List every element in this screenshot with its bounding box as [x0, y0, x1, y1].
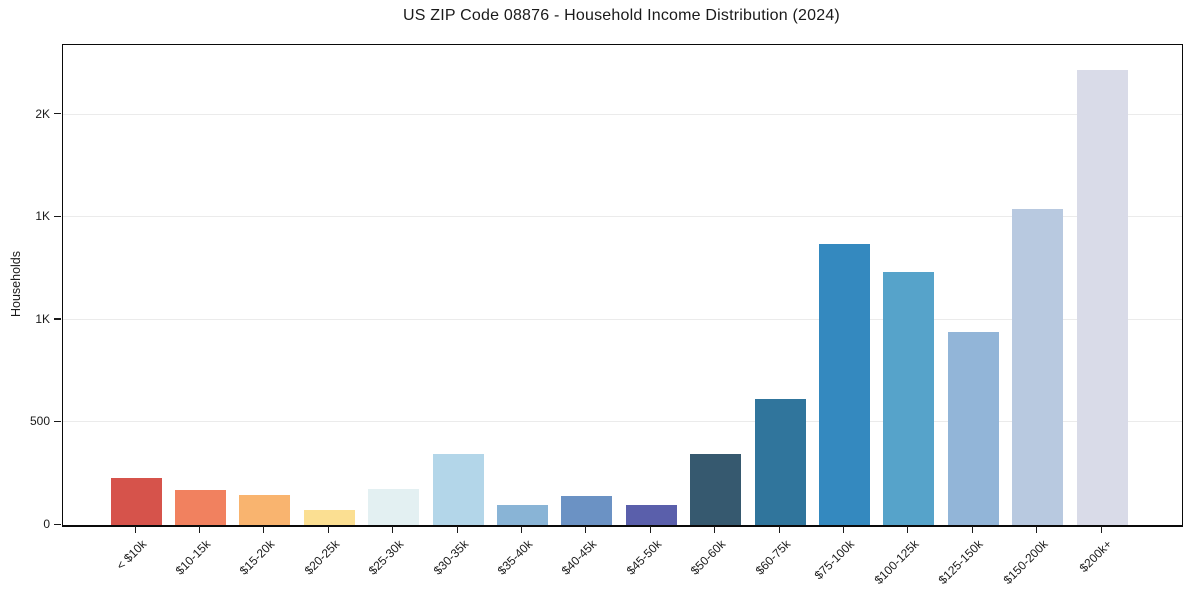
bar--25-30k[interactable]	[368, 489, 420, 525]
x-tick-mark	[842, 526, 845, 533]
y-tick-label: 500	[29, 414, 50, 429]
x-tick-mark	[778, 526, 780, 533]
x-tick-label: $50-60k	[687, 537, 729, 578]
bar--75-100k[interactable]	[818, 243, 870, 525]
x-tick-mark	[907, 526, 909, 533]
bar--60-75k[interactable]	[754, 398, 806, 525]
x-tick-label: $30-35k	[430, 537, 471, 578]
x-tick-mark	[134, 526, 136, 533]
x-tick-mark	[327, 526, 329, 533]
bar--100-125k[interactable]	[883, 271, 935, 525]
x-tick-mark	[585, 526, 587, 533]
bar--15-20k[interactable]	[239, 495, 291, 525]
bar--200k+[interactable]	[1076, 69, 1128, 525]
gridline-2K	[63, 113, 1182, 115]
plot-area	[62, 44, 1183, 527]
bar--30-35k[interactable]	[432, 454, 484, 525]
y-tick-mark	[54, 523, 61, 525]
x-tick-mark	[1036, 526, 1038, 533]
y-tick-mark	[54, 318, 61, 320]
gridline-1K	[63, 318, 1182, 320]
y-tick-mark	[54, 113, 61, 115]
y-tick-mark	[54, 215, 61, 217]
y-axis-label: Households	[9, 250, 23, 318]
gridline-500	[63, 421, 1182, 423]
x-tick-label: < $10k	[113, 537, 149, 573]
y-tick-label: 0	[43, 517, 50, 531]
x-tick-label: $150-200k	[1000, 537, 1051, 588]
y-tick-label: 1K	[35, 209, 50, 224]
x-tick-mark	[263, 526, 265, 533]
bar--10-15k[interactable]	[174, 490, 226, 525]
x-tick-label: $35-40k	[494, 537, 536, 578]
x-tick-mark	[649, 526, 651, 533]
bar--20-25k[interactable]	[303, 509, 355, 525]
bar--45-50k[interactable]	[625, 504, 677, 525]
x-tick-label: $60-75k	[752, 537, 793, 578]
x-tick-mark	[520, 526, 523, 533]
bar--150-200k[interactable]	[1012, 209, 1064, 525]
x-tick-label: $75-100k	[812, 537, 858, 583]
bar--50-60k[interactable]	[690, 454, 742, 525]
x-tick-mark	[456, 526, 458, 533]
x-tick-mark	[714, 526, 716, 533]
x-tick-label: $15-20k	[237, 537, 278, 578]
y-tick-label: 1K	[35, 311, 50, 326]
bar--10k[interactable]	[110, 477, 162, 525]
x-tick-label: $25-30k	[365, 537, 407, 578]
gridline-1K	[63, 216, 1182, 218]
chart-title: US ZIP Code 08876 - Household Income Dis…	[403, 7, 840, 24]
x-tick-label: $125-150k	[936, 537, 987, 588]
bar--35-40k[interactable]	[496, 504, 548, 525]
x-tick-label: $200k+	[1076, 537, 1115, 575]
x-tick-label: $40-45k	[559, 537, 600, 578]
x-tick-label: $45-50k	[623, 537, 665, 578]
x-tick-label: $100-125k	[871, 537, 922, 588]
y-tick-mark	[54, 420, 61, 423]
bar--40-45k[interactable]	[561, 496, 613, 525]
x-tick-mark	[971, 526, 973, 533]
x-tick-label: $20-25k	[301, 537, 343, 578]
x-tick-label: $10-15k	[172, 537, 214, 578]
x-tick-mark	[198, 526, 201, 533]
x-tick-mark	[1100, 526, 1102, 533]
x-tick-mark	[392, 526, 394, 533]
y-tick-label: 2K	[35, 106, 50, 121]
bar--125-150k[interactable]	[947, 332, 999, 525]
